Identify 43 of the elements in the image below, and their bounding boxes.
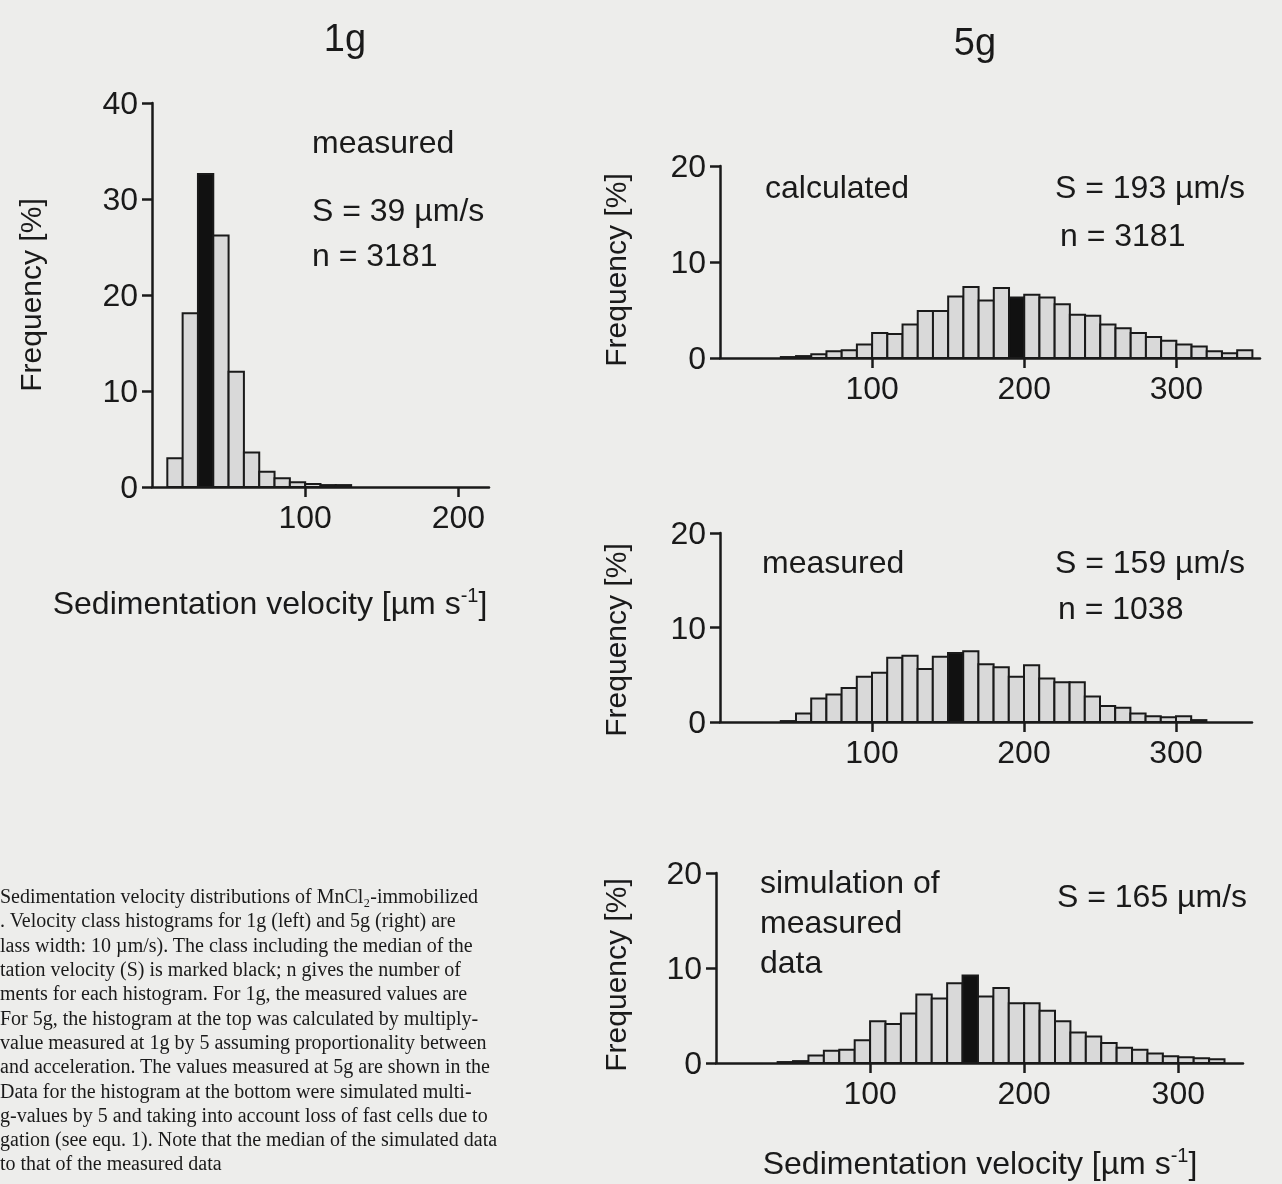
- text: Sedimentation velocity distributions of MnCl₂-immobilized . Velocity class histograms for 1g (left) and 5g (right) are lass width: 10 µm/s). The class including the median of the tation velocity (S) is marked black; n gives the number of ments for each histogram. For 1g, the measured values are For 5g, the histogram at the top was calculated by multiply- value measured at 1g by 5 assuming proportionality between and acceleration. The values measured at 5g are shown in the Data for the histogram at the bottom were simulated multi- g-values by 5 and taking into account loss of fast cells due to gation (see equ. 1). Note that the median of the simulated data to that of the measured data: [0, 885, 498, 1175]
- x-tick-label: 200: [997, 370, 1051, 406]
- annotation: measured: [312, 124, 455, 160]
- y-tick-label: 0: [120, 469, 138, 505]
- y-tick-label: 20: [670, 148, 706, 184]
- x-tick-label: 100: [843, 1075, 897, 1111]
- annotation: simulation of measured data: [760, 864, 940, 980]
- y-tick-label: 10: [670, 244, 706, 280]
- y-tick-label: 0: [688, 340, 706, 376]
- chart-title: 5g: [953, 21, 997, 63]
- x-tick-label: 300: [1149, 734, 1203, 770]
- annotation: n = 3181: [312, 237, 438, 273]
- x-tick-label: 200: [997, 734, 1051, 770]
- y-axis-title: Frequency [%]: [13, 198, 47, 392]
- annotation: n = 1038: [1058, 590, 1184, 626]
- y-tick-label: 20: [666, 855, 702, 891]
- y-tick-label: 0: [688, 704, 706, 740]
- annotation: n = 3181: [1060, 217, 1186, 253]
- annotation: calculated: [765, 169, 910, 205]
- y-tick-label: 10: [666, 950, 702, 986]
- x-tick-label: 300: [1149, 370, 1204, 406]
- y-axis-title: Frequency [%]: [598, 543, 632, 737]
- annotation: S = 39 µm/s: [312, 192, 485, 228]
- x-tick-label: 100: [845, 370, 899, 406]
- annotation: S = 165 µm/s: [1057, 878, 1248, 914]
- annotation: S = 159 µm/s: [1055, 544, 1246, 580]
- y-tick-label: 0: [684, 1045, 702, 1081]
- annotation: S = 193 µm/s: [1055, 169, 1246, 205]
- chart-title: 1g: [323, 17, 367, 59]
- x-tick-label: 100: [278, 499, 332, 535]
- y-axis-title: Frequency [%]: [598, 173, 632, 367]
- x-tick-label: 200: [997, 1075, 1051, 1111]
- x-tick-label: 100: [845, 734, 899, 770]
- y-tick-label: 20: [670, 515, 706, 551]
- y-axis-title: Frequency [%]: [598, 878, 632, 1072]
- y-tick-label: 30: [102, 181, 138, 217]
- y-tick-label: 40: [102, 85, 138, 121]
- x-tick-label: 200: [431, 499, 486, 535]
- y-tick-label: 20: [102, 277, 138, 313]
- y-tick-label: 10: [670, 609, 706, 646]
- annotation: measured: [762, 544, 905, 580]
- x-tick-label: 300: [1151, 1075, 1205, 1111]
- y-tick-label: 10: [102, 373, 138, 409]
